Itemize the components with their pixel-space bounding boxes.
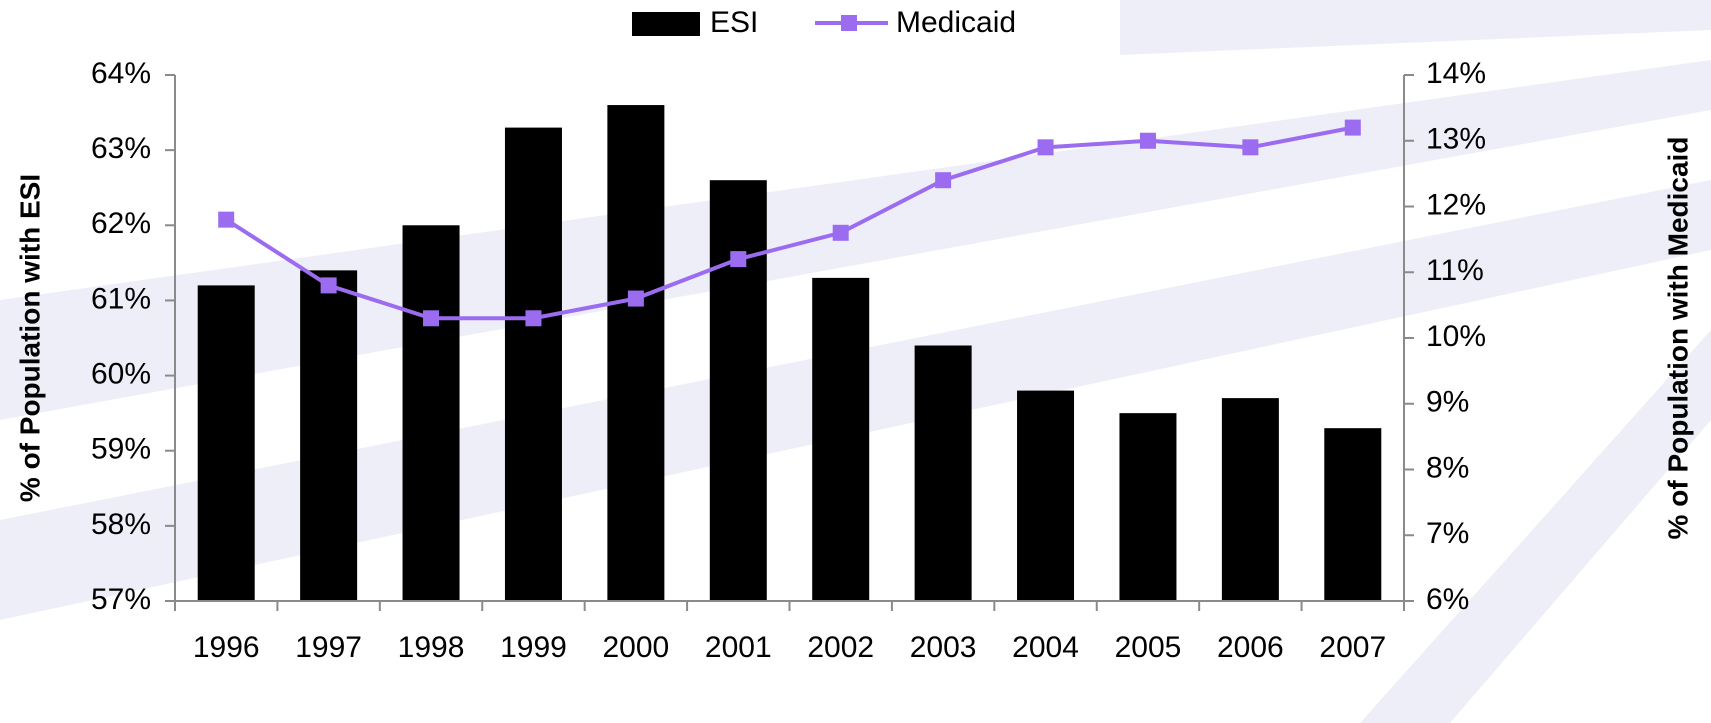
x-tick-label: 1997 [295,631,362,664]
x-tick-label: 2003 [910,631,977,664]
bar [1119,413,1177,601]
y-axis-title: % of Population with ESI [14,174,45,502]
ray [1360,330,1711,723]
legend-marker [841,15,857,31]
y2-tick-label: 14% [1426,57,1486,90]
marker [627,290,644,307]
y-tick-label: 63% [91,132,151,165]
y2-tick-label: 8% [1426,451,1469,484]
marker [832,224,849,241]
bar [914,345,972,601]
marker [730,251,747,268]
bar [402,225,460,602]
bar [504,127,562,601]
x-tick-label: 1999 [500,631,567,664]
x-tick-label: 1998 [398,631,465,664]
y2-tick-label: 11% [1426,254,1484,287]
marker [1242,139,1259,156]
marker [423,310,440,327]
x-tick-label: 2004 [1012,631,1079,664]
y-tick-label: 57% [91,583,151,616]
bar [1324,428,1382,601]
legend-label: Medicaid [896,6,1016,39]
y2-tick-label: 9% [1426,386,1469,419]
marker [1139,132,1156,149]
y-tick-label: 64% [91,57,151,90]
y2-tick-label: 13% [1426,123,1486,156]
x-tick-label: 2000 [603,631,670,664]
marker [935,172,952,189]
legend-swatch [632,12,700,36]
line [225,125,1354,321]
y-tick-label: 59% [91,433,151,466]
bar [812,277,870,601]
marker [218,211,235,228]
y-tick-label: 60% [91,357,151,390]
x-tick-label: 2005 [1115,631,1182,664]
y2-tick-label: 7% [1426,517,1469,550]
marker [1344,119,1361,136]
x-tick-label: 2007 [1319,631,1386,664]
y2-tick-label: 10% [1426,320,1486,353]
x-tick-label: 2006 [1217,631,1284,664]
x-tick-label: 2001 [705,631,772,664]
x-tick-label: 2002 [807,631,874,664]
y-tick-label: 62% [91,207,151,240]
marker [320,277,337,294]
y2-axis-title: % of Population with Medicaid [1662,137,1693,540]
y-tick-label: 61% [91,282,151,315]
x-tick-label: 1996 [193,631,260,664]
bar [197,285,255,601]
marker [1037,139,1054,156]
bar [607,105,665,602]
marker [525,310,542,327]
y-tick-label: 58% [91,508,151,541]
y2-tick-label: 12% [1426,188,1486,221]
ray [1120,0,1711,55]
bar [1221,398,1279,601]
bar [300,270,358,601]
bar [1017,390,1075,601]
y2-tick-label: 6% [1426,583,1469,616]
legend-label: ESI [710,6,758,39]
bar [709,180,767,601]
